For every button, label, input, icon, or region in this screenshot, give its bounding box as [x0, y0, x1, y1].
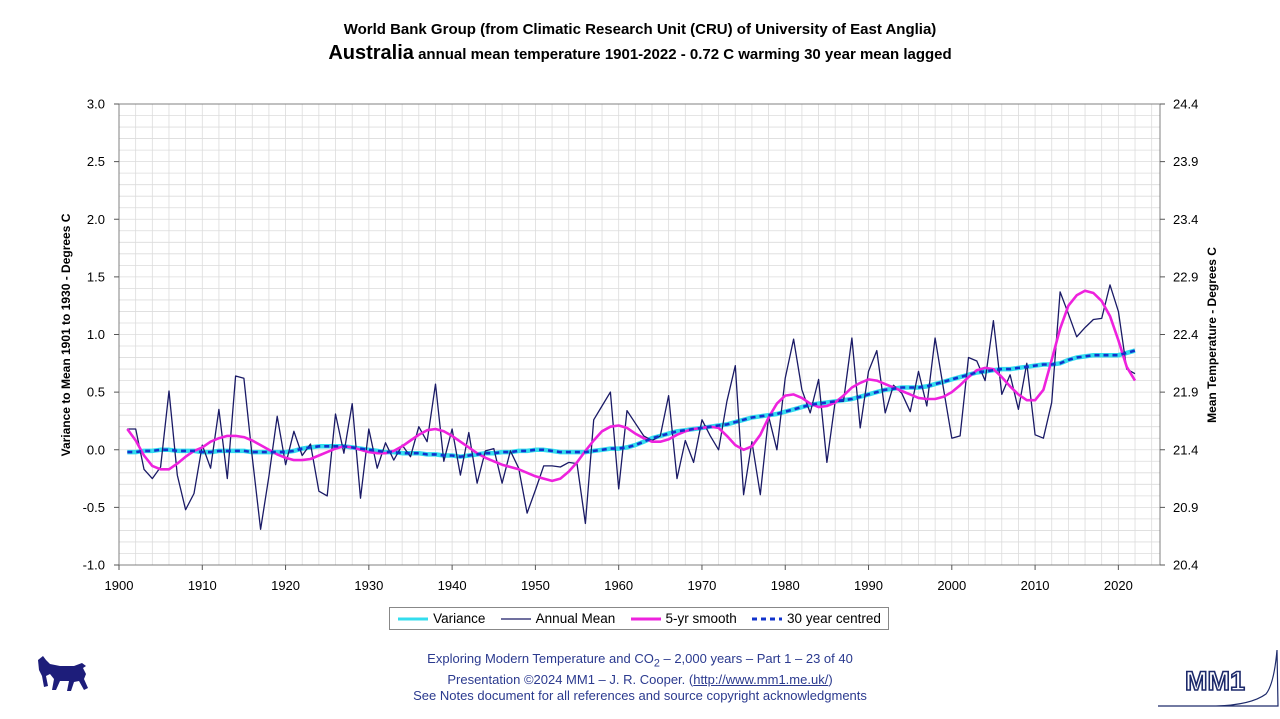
- dog-logo-icon: [38, 656, 88, 691]
- y-tick-label-right: 22.9: [1173, 269, 1198, 284]
- footer-line-1-text: Exploring Modern Temperature and CO: [427, 651, 654, 666]
- axis-ticks: -1.0 20.4 -0.5 20.9 0.0 21.4 0.5 21.9 1.0 22.4 1.5…: [83, 97, 1199, 594]
- footer-co2-subscript: 2: [653, 657, 660, 670]
- y-tick-label-left: 2.5: [87, 154, 105, 169]
- footer-line-1: Exploring Modern Temperature and CO2 – 2…: [0, 651, 1280, 672]
- legend-label-30yr-centred: 30 year centred: [787, 611, 881, 626]
- y-tick-label-left: -1.0: [83, 558, 105, 573]
- x-tick-label: 2000: [937, 578, 966, 593]
- y-tick-label-right: 21.9: [1173, 385, 1198, 400]
- data-series: [126, 284, 1137, 530]
- x-tick-label: 1940: [438, 578, 467, 593]
- x-tick-label: 1920: [271, 578, 300, 593]
- footer: Exploring Modern Temperature and CO2 – 2…: [0, 651, 1280, 703]
- y-tick-label-left: -0.5: [83, 500, 105, 515]
- y-axis-label-left: Variance to Mean 1901 to 1930 - Degrees …: [59, 213, 73, 456]
- legend-swatch-smooth-icon: [630, 617, 661, 620]
- legend-label-variance: Variance: [433, 611, 486, 626]
- y-tick-label-left: 1.0: [87, 327, 105, 342]
- x-tick-label: 2010: [1021, 578, 1050, 593]
- x-tick-label: 1930: [354, 578, 383, 593]
- legend-item-30yr-centred: 30 year centred: [751, 611, 881, 626]
- x-tick-label: 1960: [604, 578, 633, 593]
- temperature-chart: -1.0 20.4 -0.5 20.9 0.0 21.4 0.5 21.9 1.0 22.4 1.5…: [59, 97, 1219, 594]
- y-tick-label-right: 24.4: [1173, 97, 1198, 112]
- legend-label-annual-mean: Annual Mean: [535, 611, 616, 626]
- y-tick-label-right: 21.4: [1173, 442, 1198, 457]
- y-tick-label-right: 22.4: [1173, 327, 1198, 342]
- footer-line-2: Presentation ©2024 MM1 – J. R. Cooper. (…: [0, 672, 1280, 688]
- chart-source-title: World Bank Group (from Climatic Research…: [343, 21, 937, 38]
- y-axis-label-right: Mean Temperature - Degrees C: [1205, 247, 1219, 423]
- x-tick-label: 1950: [521, 578, 550, 593]
- legend-item-variance: Variance: [397, 611, 485, 626]
- legend-swatch-annual-icon: [500, 617, 531, 620]
- legend-swatch-centred-icon: [752, 617, 783, 620]
- footer-line-3: See Notes document for all references an…: [413, 687, 867, 703]
- y-tick-label-right: 20.4: [1173, 558, 1198, 573]
- y-tick-label-left: 0.5: [87, 385, 105, 400]
- thirty-year-centred-line: [127, 349, 1136, 459]
- x-tick-label: 1980: [771, 578, 800, 593]
- legend-label-5yr-smooth: 5-yr smooth: [665, 611, 737, 626]
- y-tick-label-left: 0.0: [87, 442, 105, 457]
- y-tick-label-left: 3.0: [87, 97, 105, 112]
- legend-item-annual-mean: Annual Mean: [500, 611, 616, 626]
- legend-swatch-variance-icon: [398, 617, 429, 620]
- footer-website-link[interactable]: http://www.mm1.me.uk/: [693, 672, 829, 688]
- x-tick-label: 1990: [854, 578, 883, 593]
- annual-mean-line: [127, 284, 1136, 530]
- legend-item-5yr-smooth: 5-yr smooth: [630, 611, 737, 626]
- mm1-logo-text: MM1: [1185, 666, 1245, 696]
- y-tick-label-left: 2.0: [87, 212, 105, 227]
- y-tick-label-right: 23.9: [1173, 154, 1198, 169]
- x-tick-label: 1970: [687, 578, 716, 593]
- x-tick-label: 1910: [188, 578, 217, 593]
- mm1-logo-icon: MM1: [1158, 649, 1279, 707]
- chart-legend: Variance Annual Mean 5-yr smooth 30 year…: [389, 607, 889, 630]
- x-tick-label: 2020: [1104, 578, 1133, 593]
- x-tick-label: 1900: [105, 578, 134, 593]
- y-tick-label-left: 1.5: [87, 269, 105, 284]
- y-tick-label-right: 23.4: [1173, 212, 1198, 227]
- chart-title: Australia annual mean temperature 1901-2…: [0, 42, 1280, 65]
- chart-title-rest: annual mean temperature 1901-2022 - 0.72…: [413, 46, 952, 63]
- chart-title-country: Australia: [328, 42, 414, 64]
- footer-line-2-text: Presentation ©2024 MM1 – J. R. Cooper. (: [447, 672, 694, 688]
- footer-line-1-rest: – 2,000 years – Part 1 – 23 of 40: [659, 651, 853, 666]
- gridlines: [119, 104, 1160, 565]
- five-year-smooth-line: [126, 289, 1137, 483]
- footer-line-2-close: ): [828, 672, 833, 688]
- y-tick-label-right: 20.9: [1173, 500, 1198, 515]
